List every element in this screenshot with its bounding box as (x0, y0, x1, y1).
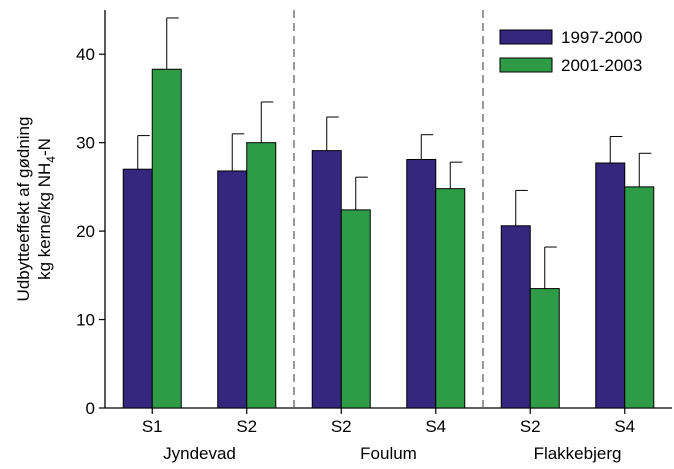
legend-label-2: 2001-2003 (561, 56, 642, 75)
bar-1-1 (122, 168, 153, 409)
group-label: Foulum (360, 444, 417, 463)
y-axis-title-subscript: 4 (44, 156, 58, 163)
legend-swatch-1 (499, 29, 553, 45)
x-tick-label: S4 (614, 417, 635, 436)
x-tick-label: S4 (425, 417, 446, 436)
y-tick-label: 20 (76, 222, 95, 241)
bar-2-6 (624, 186, 655, 409)
group-label: Flakkebjerg (534, 444, 622, 463)
bar-2-2 (246, 142, 277, 409)
y-axis-title: Udbytteeffekt af gødning kg kerne/kg NH4-… (14, 117, 58, 302)
y-axis-title-line2: kg kerne/kg NH (35, 163, 54, 280)
bar-2-5 (529, 288, 560, 409)
legend-swatch-2 (499, 57, 553, 73)
bar-2-3 (340, 209, 371, 409)
y-tick-label: 10 (76, 311, 95, 330)
bar-1-3 (311, 150, 342, 409)
legend-label-1: 1997-2000 (561, 28, 642, 47)
group-label: Jyndevad (163, 444, 236, 463)
x-tick-label: S1 (142, 417, 163, 436)
x-tick-label: S2 (520, 417, 541, 436)
y-axis-title-suffix: -N (35, 138, 54, 156)
bar-2-4 (435, 188, 466, 409)
bar-1-6 (595, 162, 626, 409)
x-tick-label: S2 (331, 417, 352, 436)
y-axis-title-line1: Udbytteeffekt af gødning (14, 117, 33, 302)
y-tick-label: 0 (86, 399, 95, 418)
y-tick-label: 40 (76, 45, 95, 64)
bar-1-4 (406, 158, 437, 409)
x-tick-label: S2 (236, 417, 257, 436)
y-tick-label: 30 (76, 134, 95, 153)
bar-1-5 (500, 225, 531, 409)
bar-1-2 (217, 170, 248, 409)
bar-2-1 (151, 68, 182, 409)
